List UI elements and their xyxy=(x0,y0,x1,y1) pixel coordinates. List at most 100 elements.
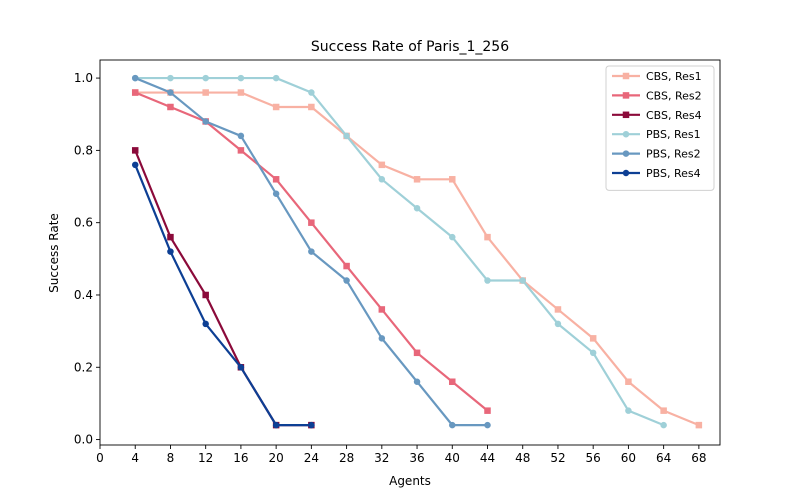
data-point xyxy=(131,74,139,82)
y-tick-label: 1.0 xyxy=(74,71,93,85)
x-tick-label: 40 xyxy=(445,451,460,465)
y-axis-label: Success Rate xyxy=(47,213,61,293)
x-tick-label: 16 xyxy=(233,451,248,465)
legend-box xyxy=(605,65,715,191)
legend-label: PBS, Res2 xyxy=(646,148,701,161)
data-point xyxy=(272,190,280,198)
data-point xyxy=(237,147,245,154)
data-point xyxy=(272,74,280,82)
legend: CBS, Res1 CBS, Res2 CBS, Res4 PBS, Res1 PBS,… xyxy=(605,65,715,191)
x-tick-label: 48 xyxy=(515,451,530,465)
y-tick-label: 0.8 xyxy=(74,143,93,157)
data-point xyxy=(484,233,491,241)
data-point xyxy=(378,161,386,169)
legend-marker xyxy=(622,111,630,119)
plot-area: 0 4 8 12 16 20 24 28 32 36 40 44 48 52 56 60 64 680.00.20… xyxy=(74,59,721,465)
series-line xyxy=(134,164,312,427)
data-point xyxy=(308,89,315,96)
legend-label: CBS, Res4 xyxy=(646,109,702,122)
legend-label: CBS, Res2 xyxy=(646,89,702,102)
data-point xyxy=(484,407,491,414)
data-point xyxy=(413,204,421,212)
data-point xyxy=(308,103,315,111)
data-point xyxy=(237,89,245,96)
series-4 xyxy=(131,74,667,429)
data-point xyxy=(519,277,526,284)
data-point xyxy=(554,306,562,313)
data-point xyxy=(308,219,315,226)
data-point xyxy=(378,335,386,342)
data-point xyxy=(272,176,280,183)
chart-title: Success Rate of Paris_1_256 xyxy=(311,39,509,55)
legend-label: CBS, Res1 xyxy=(646,70,702,83)
series-5 xyxy=(131,74,491,429)
legend-marker xyxy=(622,169,630,177)
data-point xyxy=(202,118,209,125)
data-point xyxy=(237,364,245,371)
data-point xyxy=(484,277,491,284)
data-point xyxy=(272,421,280,429)
legend-item: CBS, Res2 xyxy=(612,89,702,102)
data-point xyxy=(449,378,456,385)
data-point xyxy=(378,176,386,183)
y-tick-label: 0.2 xyxy=(74,360,93,374)
data-point xyxy=(308,248,315,255)
legend-marker xyxy=(622,130,630,138)
legend-marker xyxy=(622,72,630,80)
data-point xyxy=(343,262,350,270)
y-tick-label: 0.4 xyxy=(74,288,93,302)
data-point xyxy=(378,306,386,313)
x-tick-label: 28 xyxy=(339,451,354,465)
x-tick-label: 64 xyxy=(656,451,671,465)
data-point xyxy=(625,407,632,414)
data-point xyxy=(131,89,139,96)
series-line xyxy=(135,76,665,427)
x-tick-label: 44 xyxy=(480,451,495,465)
x-tick-label: 20 xyxy=(268,451,283,465)
data-point xyxy=(413,349,421,357)
data-point xyxy=(167,248,174,255)
data-point xyxy=(308,421,315,429)
x-tick-label: 60 xyxy=(621,451,636,465)
legend-marker xyxy=(622,92,630,99)
data-point xyxy=(449,421,456,429)
legend-label: PBS, Res1 xyxy=(646,128,701,141)
data-point xyxy=(131,147,139,154)
x-tick-label: 0 xyxy=(96,451,104,465)
data-point xyxy=(413,378,421,385)
data-point xyxy=(589,349,597,357)
data-point xyxy=(343,132,350,140)
data-point xyxy=(237,132,245,140)
legend-item: PBS, Res4 xyxy=(612,167,701,180)
data-point xyxy=(449,176,456,183)
data-point xyxy=(202,74,209,82)
data-point xyxy=(449,233,456,241)
y-tick-label: 0.6 xyxy=(74,216,93,230)
x-tick-label: 24 xyxy=(304,451,319,465)
data-point xyxy=(202,291,209,299)
data-point xyxy=(660,407,667,414)
axes-frame xyxy=(99,59,721,446)
data-point xyxy=(167,103,174,111)
legend-item: CBS, Res4 xyxy=(612,109,702,122)
data-point xyxy=(202,89,209,96)
legend-label: PBS, Res4 xyxy=(646,167,701,180)
legend-item: PBS, Res2 xyxy=(612,148,701,161)
y-tick-label: 0.0 xyxy=(74,433,93,447)
x-tick-label: 56 xyxy=(586,451,601,465)
x-tick-label: 12 xyxy=(198,451,213,465)
legend-marker xyxy=(622,150,630,157)
data-point xyxy=(167,89,174,96)
data-point xyxy=(272,103,280,111)
legend-item: PBS, Res1 xyxy=(612,128,701,141)
data-point xyxy=(237,74,245,82)
x-tick-label: 68 xyxy=(691,451,706,465)
data-point xyxy=(131,161,139,169)
legend-item: CBS, Res1 xyxy=(612,70,702,83)
x-tick-label: 32 xyxy=(374,451,389,465)
x-axis-label: Agents xyxy=(389,474,431,488)
data-point xyxy=(343,277,350,284)
data-point xyxy=(589,335,597,342)
x-tick-label: 8 xyxy=(167,451,175,465)
x-tick-label: 4 xyxy=(131,451,139,465)
